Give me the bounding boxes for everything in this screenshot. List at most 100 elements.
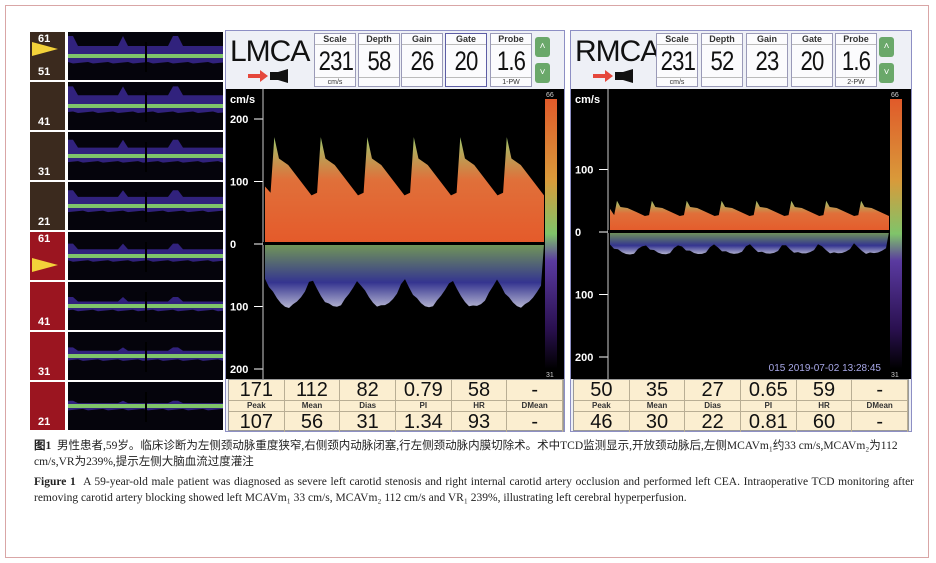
param-gate[interactable]: Gate 20 (791, 33, 833, 87)
increase-button[interactable]: ˄ (535, 37, 550, 57)
param-probe[interactable]: Probe 1.6 1-PW (490, 33, 532, 87)
depth-row[interactable]: 61 (30, 232, 223, 280)
depth-row[interactable]: 21 (30, 182, 223, 230)
doppler-spectrum: cm/s 100 0 100 200 66 31 (571, 89, 911, 379)
param-label: Scale (657, 34, 697, 45)
current-value: 50 (590, 379, 613, 401)
param-value: 1.6 (841, 46, 871, 76)
measurement-dias: 82 Dias 31 (340, 380, 396, 432)
thumbnail-separator (145, 392, 147, 422)
param-probe[interactable]: Probe 1.6 2-PW (835, 33, 877, 87)
depth-spectrum-thumbnail (68, 182, 223, 230)
baseline-value: 46 (590, 411, 613, 433)
param-depth[interactable]: Depth 52 (701, 33, 743, 87)
depth-spectrum-thumbnail (68, 282, 223, 330)
depth-row[interactable]: 61 51 (30, 32, 223, 80)
thumbnail-separator (145, 292, 147, 322)
param-unit: cm/s (657, 77, 697, 86)
y-axis-unit: cm/s (575, 94, 600, 106)
param-unit (402, 77, 442, 86)
param-gate[interactable]: Gate 20 (445, 33, 487, 87)
depth-row[interactable]: 41 (30, 282, 223, 330)
param-label: Gate (446, 34, 486, 45)
y-tick-label: 100 (575, 290, 593, 302)
param-label: Gain (747, 34, 787, 45)
color-scale-min: 31 (546, 372, 554, 379)
decrease-button[interactable]: ˅ (879, 63, 894, 83)
depth-bottom-label: 31 (38, 166, 51, 178)
forward-flow-envelope (265, 137, 544, 244)
param-value: 231 (660, 46, 696, 76)
depth-bottom-label: 51 (38, 66, 51, 78)
y-tick-label: 100 (230, 302, 248, 314)
selected-depth-arrow-icon (32, 42, 58, 56)
current-value: 112 (296, 379, 328, 401)
baseline-value: 56 (300, 411, 324, 433)
thumbnail-separator (145, 192, 147, 222)
color-scale-max: 66 (546, 92, 554, 99)
timestamp: 015 2019-07-02 13:28:45 (768, 363, 881, 374)
color-scale-max: 66 (891, 92, 899, 99)
param-label: Gain (402, 34, 442, 45)
param-depth[interactable]: Depth 58 (358, 33, 400, 87)
measurement-label: PI (396, 400, 451, 412)
param-label: Gate (792, 34, 832, 45)
depth-label: 41 (30, 282, 65, 330)
depth-bottom-label: 41 (38, 316, 51, 328)
y-tick-label: 0 (575, 227, 581, 239)
depth-spectrum-thumbnail (68, 132, 223, 180)
param-gain[interactable]: Gain 26 (401, 33, 443, 87)
thumbnail-separator (145, 142, 147, 172)
selected-depth-arrow-icon (32, 258, 58, 272)
measurement-hr: 58 HR 93 (451, 380, 508, 432)
baseline-value: 107 (239, 411, 274, 433)
depth-row[interactable]: 21 (30, 382, 223, 430)
depth-top-label: 61 (38, 233, 51, 245)
measurement-dmean: - DMean - (852, 380, 908, 432)
param-unit (702, 77, 742, 86)
current-value: 171 (239, 379, 274, 401)
measurement-label: Mean (284, 400, 340, 412)
param-scale[interactable]: Scale 231 cm/s (656, 33, 698, 87)
depth-label: 21 (30, 182, 65, 230)
rmca-panel: RMCA Scale 231 cm/s Depth 52 Gain 23 Gate 20 Probe… (570, 30, 912, 432)
measurement-pi: 0.65 PI 0.81 (741, 380, 797, 432)
measurement-peak: 50 Peak 46 (574, 380, 630, 432)
measurement-table: 171 Peak 107 112 Mean 56 82 Dias 31 0.79 PI 1.34 58 H… (228, 379, 564, 433)
measurement-dmean: - DMean - (507, 380, 563, 432)
depth-row[interactable]: 31 (30, 132, 223, 180)
current-value: - (531, 379, 538, 401)
param-value: 26 (410, 46, 434, 76)
baseline-value: - (531, 411, 538, 433)
param-scale[interactable]: Scale 231 cm/s (314, 33, 356, 87)
figure-frame (5, 5, 929, 558)
baseline-value: 30 (645, 411, 669, 433)
current-value: 0.65 (748, 379, 788, 401)
current-value: - (876, 379, 883, 401)
vessel-title: RMCA (575, 35, 660, 68)
depth-mmode-strip: 61 51 41 31 21 61 41 31 21 (30, 30, 223, 432)
param-value: 52 (710, 46, 734, 76)
depth-row[interactable]: 41 (30, 82, 223, 130)
increase-button[interactable]: ˄ (879, 37, 894, 57)
measurement-pi: 0.79 PI 1.34 (396, 380, 452, 432)
measurement-label: Dias (340, 400, 395, 412)
param-label: Probe (836, 34, 876, 45)
y-tick-label: 200 (575, 352, 593, 364)
param-value: 1.6 (496, 46, 526, 76)
y-tick-label: 100 (575, 165, 593, 177)
current-value: 27 (701, 379, 724, 401)
probe-direction-icon (248, 69, 298, 83)
caption-en-label: Figure 1 (34, 476, 76, 488)
measurement-label: Mean (629, 400, 685, 412)
depth-row[interactable]: 31 (30, 332, 223, 380)
param-value: 23 (755, 46, 779, 76)
param-label: Probe (491, 34, 531, 45)
y-tick-label: 0 (230, 239, 236, 251)
caption-english: Figure 1 A 59-year-old male patient was … (34, 474, 914, 506)
depth-label: 31 (30, 332, 65, 380)
decrease-button[interactable]: ˅ (535, 63, 550, 83)
param-gain[interactable]: Gain 23 (746, 33, 788, 87)
depth-label: 21 (30, 382, 65, 430)
zero-baseline (263, 242, 544, 245)
